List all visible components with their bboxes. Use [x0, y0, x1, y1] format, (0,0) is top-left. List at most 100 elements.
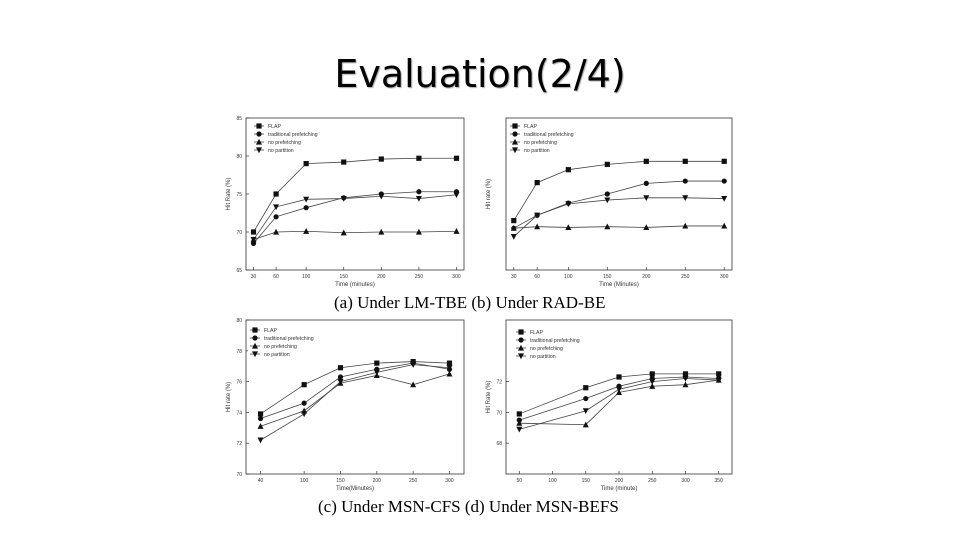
y-tick-label: 78 [236, 349, 242, 355]
legend-marker [512, 123, 518, 129]
x-tick-label: 150 [340, 274, 349, 280]
data-point [565, 167, 571, 173]
y-tick-label: 70 [236, 230, 242, 236]
x-tick-label: 100 [548, 478, 557, 484]
data-point [511, 218, 517, 224]
legend-label: no prefetching [530, 346, 563, 352]
data-point [303, 161, 309, 167]
data-point [510, 225, 517, 231]
data-point [373, 369, 380, 376]
data-point [250, 237, 257, 243]
x-tick-label: 200 [377, 274, 386, 280]
data-point [303, 196, 310, 203]
data-point [582, 408, 589, 415]
data-point [565, 224, 572, 231]
data-point [682, 178, 688, 184]
data-point [516, 419, 523, 426]
x-tick-label: 30 [251, 274, 257, 280]
data-point [643, 195, 650, 201]
data-point [301, 411, 308, 418]
data-point [682, 381, 689, 388]
legend-label: traditional prefetching [264, 336, 314, 342]
data-point [257, 423, 264, 429]
legend-marker [252, 335, 258, 341]
data-point [273, 214, 279, 220]
series-line [260, 373, 450, 427]
data-point [301, 382, 307, 388]
x-tick-label: 30 [511, 274, 517, 280]
legend-marker [518, 337, 524, 343]
legend-box [514, 326, 626, 362]
data-point [715, 377, 722, 384]
data-point [416, 155, 422, 161]
legend-label: FLAP [524, 124, 538, 130]
data-point [416, 189, 422, 195]
data-point [682, 158, 688, 164]
y-axis-label: Hit rate (%) [226, 382, 232, 412]
x-tick-label: 60 [273, 274, 279, 280]
legend-marker [252, 327, 258, 333]
data-point [273, 228, 280, 235]
series-line [260, 362, 450, 419]
data-point [583, 395, 589, 402]
data-point [682, 371, 689, 377]
data-point [301, 400, 307, 406]
x-tick-label: 40 [258, 478, 264, 484]
data-point [649, 379, 656, 385]
data-point [643, 158, 649, 164]
x-tick-label: 300 [681, 478, 690, 484]
data-point [303, 205, 309, 211]
data-point [616, 386, 622, 393]
caption-top: (a) Under LM-TBE (b) Under RAD-BE [334, 293, 606, 312]
x-tick-label: 300 [720, 274, 729, 280]
y-tick-label: 76 [236, 380, 242, 386]
data-point [534, 180, 540, 186]
x-axis-label: Time(Minutes) [336, 486, 374, 492]
x-tick-label: 200 [642, 274, 651, 280]
y-tick-label: 65 [236, 268, 242, 274]
legend-marker [518, 344, 524, 351]
x-tick-label: 300 [445, 478, 454, 484]
legend-label: no partition [530, 354, 556, 360]
legend-label: no partition [264, 352, 290, 358]
x-tick-label: 60 [534, 274, 540, 280]
x-axis-label: Time (Minutes) [599, 282, 639, 288]
caption-bottom: (c) Under MSN-CFS (d) Under MSN-BEFS [318, 497, 619, 516]
data-point [565, 201, 572, 208]
data-point [682, 195, 689, 201]
data-point [643, 180, 649, 186]
x-tick-label: 150 [336, 478, 345, 484]
data-point [721, 222, 728, 229]
x-axis-label: Time (minute) [601, 486, 638, 492]
data-point [446, 360, 453, 366]
data-point [682, 375, 689, 382]
legend-marker [518, 353, 524, 360]
legend-label: no prefetching [264, 344, 297, 350]
data-point [721, 195, 728, 202]
legend-label: traditional prefetching [524, 132, 574, 138]
legend-box [508, 120, 620, 156]
legend-marker [256, 138, 262, 145]
data-point [510, 233, 517, 240]
y-tick-label: 75 [236, 192, 242, 198]
data-point [582, 421, 589, 428]
series-line [519, 379, 719, 426]
data-point [340, 195, 347, 202]
legend-marker [512, 138, 518, 145]
x-tick-label: 250 [681, 274, 690, 280]
x-tick-label: 100 [564, 274, 573, 280]
x-tick-label: 300 [452, 274, 461, 280]
data-point [643, 224, 650, 231]
data-point [721, 158, 727, 164]
x-tick-label: 200 [373, 478, 382, 484]
data-point [337, 365, 344, 371]
y-tick-label: 72 [236, 441, 242, 447]
y-axis-label: Hit Rate (%) [486, 381, 492, 414]
legend-label: no prefetching [268, 140, 301, 146]
data-point [273, 191, 279, 197]
legend-marker [252, 351, 258, 358]
data-point [378, 156, 384, 162]
x-tick-label: 350 [715, 478, 724, 484]
data-point [616, 374, 622, 380]
legend-box [252, 120, 356, 156]
